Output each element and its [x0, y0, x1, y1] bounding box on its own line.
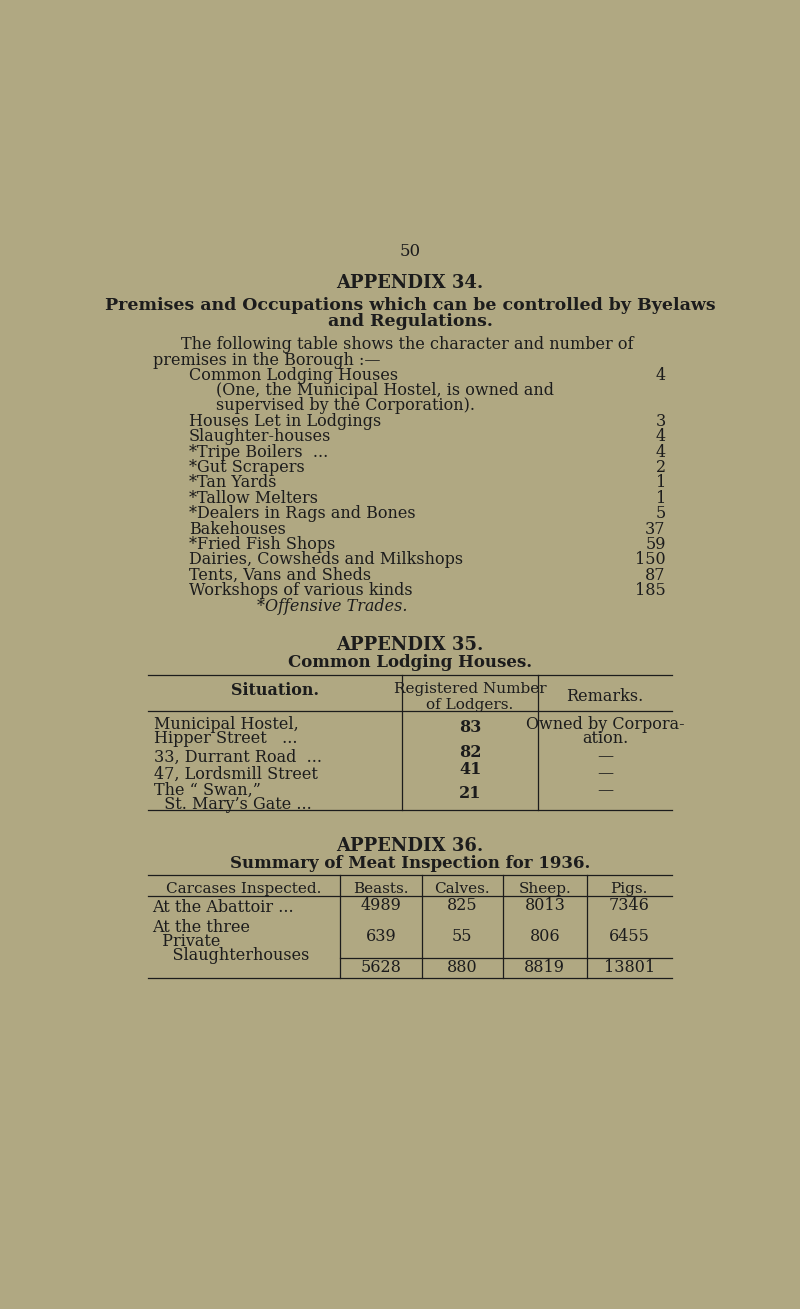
Text: 87: 87: [646, 567, 666, 584]
Text: Situation.: Situation.: [231, 682, 319, 699]
Text: *Tallow Melters: *Tallow Melters: [189, 490, 318, 507]
Text: 41: 41: [459, 761, 482, 778]
Text: —: —: [597, 766, 613, 783]
Text: At the three: At the three: [152, 919, 250, 936]
Text: 83: 83: [459, 719, 481, 736]
Text: Dairies, Cowsheds and Milkshops: Dairies, Cowsheds and Milkshops: [189, 551, 463, 568]
Text: Registered Number
of Lodgers.: Registered Number of Lodgers.: [394, 682, 546, 712]
Text: 1: 1: [655, 490, 666, 507]
Text: 50: 50: [399, 243, 421, 260]
Text: Summary of Meat Inspection for 1936.: Summary of Meat Inspection for 1936.: [230, 855, 590, 872]
Text: 33, Durrant Road  ...: 33, Durrant Road ...: [154, 749, 322, 766]
Text: 3: 3: [655, 412, 666, 429]
Text: Municipal Hostel,: Municipal Hostel,: [154, 716, 299, 733]
Text: 150: 150: [635, 551, 666, 568]
Text: Workshops of various kinds: Workshops of various kinds: [189, 583, 413, 600]
Text: Pigs.: Pigs.: [610, 882, 648, 895]
Text: 5: 5: [655, 505, 666, 522]
Text: Hipper Street   ...: Hipper Street ...: [154, 730, 298, 747]
Text: Premises and Occupations which can be controlled by Byelaws: Premises and Occupations which can be co…: [105, 297, 715, 314]
Text: (One, the Municipal Hostel, is owned and: (One, the Municipal Hostel, is owned and: [216, 382, 554, 399]
Text: 4: 4: [656, 428, 666, 445]
Text: —: —: [597, 783, 613, 800]
Text: Sheep.: Sheep.: [518, 882, 571, 895]
Text: 806: 806: [530, 928, 560, 945]
Text: 825: 825: [447, 897, 478, 914]
Text: The “ Swan,”: The “ Swan,”: [154, 783, 261, 800]
Text: 639: 639: [366, 928, 396, 945]
Text: Remarks.: Remarks.: [566, 689, 643, 706]
Text: 7346: 7346: [609, 897, 650, 914]
Text: 82: 82: [459, 744, 482, 761]
Text: Bakehouses: Bakehouses: [189, 521, 286, 538]
Text: *Tan Yards: *Tan Yards: [189, 474, 277, 491]
Text: —: —: [597, 749, 613, 766]
Text: 2: 2: [656, 459, 666, 476]
Text: supervised by the Corporation).: supervised by the Corporation).: [216, 398, 475, 415]
Text: Beasts.: Beasts.: [353, 882, 409, 895]
Text: *Dealers in Rags and Bones: *Dealers in Rags and Bones: [189, 505, 416, 522]
Text: *Offensive Trades.: *Offensive Trades.: [258, 597, 408, 614]
Text: 4: 4: [656, 444, 666, 461]
Text: premises in the Borough :—: premises in the Borough :—: [153, 352, 380, 369]
Text: 4989: 4989: [361, 897, 402, 914]
Text: 59: 59: [646, 535, 666, 552]
Text: 8013: 8013: [525, 897, 566, 914]
Text: 47, Lordsmill Street: 47, Lordsmill Street: [154, 766, 318, 783]
Text: Slaughter-houses: Slaughter-houses: [189, 428, 331, 445]
Text: APPENDIX 36.: APPENDIX 36.: [336, 836, 484, 855]
Text: APPENDIX 34.: APPENDIX 34.: [336, 274, 484, 292]
Text: Tents, Vans and Sheds: Tents, Vans and Sheds: [189, 567, 371, 584]
Text: *Gut Scrapers: *Gut Scrapers: [189, 459, 305, 476]
Text: *Fried Fish Shops: *Fried Fish Shops: [189, 535, 335, 552]
Text: Houses Let in Lodgings: Houses Let in Lodgings: [189, 412, 382, 429]
Text: *Tripe Boilers  ...: *Tripe Boilers ...: [189, 444, 328, 461]
Text: 1: 1: [655, 474, 666, 491]
Text: 185: 185: [635, 583, 666, 600]
Text: The following table shows the character and number of: The following table shows the character …: [182, 335, 634, 352]
Text: 55: 55: [452, 928, 473, 945]
Text: Common Lodging Houses.: Common Lodging Houses.: [288, 653, 532, 670]
Text: ation.: ation.: [582, 730, 628, 747]
Text: Private: Private: [152, 933, 220, 950]
Text: Owned by Corpora-: Owned by Corpora-: [526, 716, 684, 733]
Text: At the Abattoir ...: At the Abattoir ...: [152, 899, 294, 916]
Text: APPENDIX 35.: APPENDIX 35.: [336, 636, 484, 654]
Text: 6455: 6455: [609, 928, 650, 945]
Text: Carcases Inspected.: Carcases Inspected.: [166, 882, 322, 895]
Text: 4: 4: [656, 367, 666, 384]
Text: St. Mary’s Gate ...: St. Mary’s Gate ...: [154, 796, 312, 813]
Text: 880: 880: [447, 959, 478, 977]
Text: Calves.: Calves.: [434, 882, 490, 895]
Text: 8819: 8819: [524, 959, 566, 977]
Text: Common Lodging Houses: Common Lodging Houses: [189, 367, 398, 384]
Text: and Regulations.: and Regulations.: [327, 313, 493, 330]
Text: 5628: 5628: [361, 959, 402, 977]
Text: Slaughterhouses: Slaughterhouses: [152, 948, 310, 965]
Text: 13801: 13801: [604, 959, 655, 977]
Text: 21: 21: [459, 785, 482, 802]
Text: 37: 37: [646, 521, 666, 538]
